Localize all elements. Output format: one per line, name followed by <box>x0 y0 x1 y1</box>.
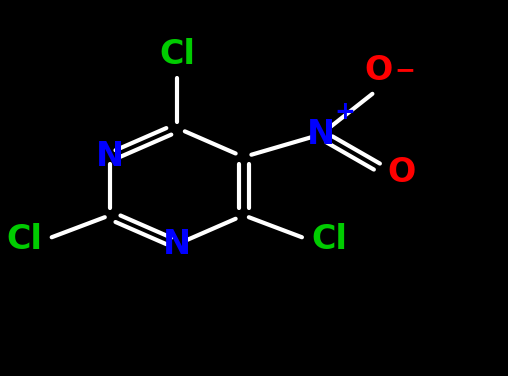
Text: O: O <box>364 55 392 87</box>
Text: O: O <box>387 156 416 188</box>
Text: +: + <box>335 100 356 124</box>
Text: Cl: Cl <box>159 38 195 71</box>
Text: N: N <box>307 118 335 151</box>
Text: N: N <box>163 228 191 261</box>
Text: −: − <box>394 58 415 82</box>
Text: Cl: Cl <box>7 223 43 256</box>
Text: N: N <box>96 141 124 173</box>
Text: Cl: Cl <box>311 223 347 256</box>
